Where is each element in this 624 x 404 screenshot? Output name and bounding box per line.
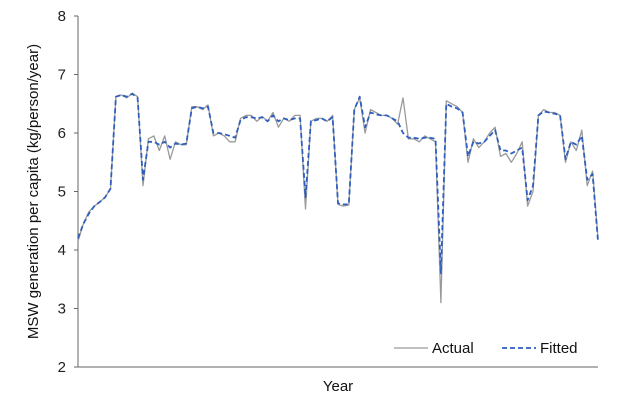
- y-tick-label: 3: [58, 301, 66, 318]
- y-tick-label: 7: [58, 67, 66, 84]
- y-tick-label: 5: [58, 184, 66, 201]
- series-line-actual: [77, 92, 599, 304]
- legend-label-actual: Actual: [432, 340, 474, 357]
- y-tick-label: 6: [58, 125, 66, 142]
- y-axis-title: MSW generation per capita (kg/person/yea…: [25, 44, 42, 339]
- legend-label-fitted: Fitted: [540, 340, 578, 357]
- x-axis-title: Year: [323, 378, 353, 395]
- y-tick-label: 4: [58, 242, 66, 259]
- y-tick-label: 2: [58, 359, 66, 376]
- series-line-fitted: [77, 92, 599, 275]
- series-layer: [77, 92, 599, 304]
- y-axis-ticks: 2 3 4 5 6 7 8: [58, 8, 78, 376]
- y-tick-label: 8: [58, 8, 66, 25]
- legend: Actual Fitted: [394, 340, 578, 357]
